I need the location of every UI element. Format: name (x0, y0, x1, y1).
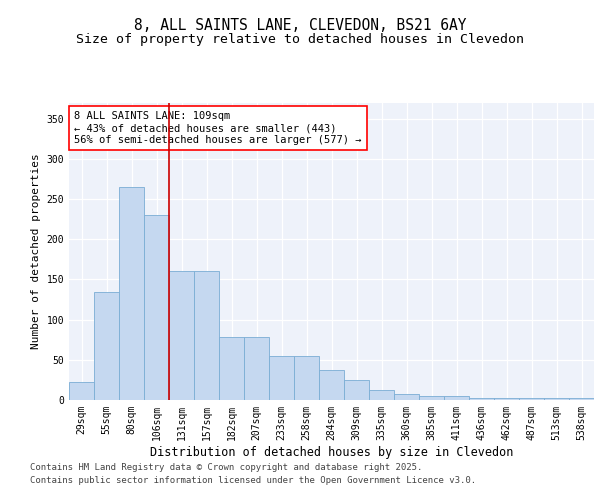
Text: Contains HM Land Registry data © Crown copyright and database right 2025.: Contains HM Land Registry data © Crown c… (30, 462, 422, 471)
Text: 8 ALL SAINTS LANE: 109sqm
← 43% of detached houses are smaller (443)
56% of semi: 8 ALL SAINTS LANE: 109sqm ← 43% of detac… (74, 112, 362, 144)
Bar (294, 356, 319, 400)
Text: Contains public sector information licensed under the Open Government Licence v3: Contains public sector information licen… (30, 476, 476, 485)
Bar (69, 382, 94, 400)
Bar (269, 356, 294, 400)
Bar (169, 272, 194, 400)
Bar (569, 398, 594, 400)
Bar (94, 292, 119, 400)
Bar (244, 338, 269, 400)
Bar (369, 390, 394, 400)
Bar (444, 396, 469, 400)
Bar (144, 215, 169, 400)
Bar (344, 380, 369, 400)
Bar (544, 398, 569, 400)
Bar (494, 398, 519, 400)
Bar (394, 394, 419, 400)
Bar (519, 398, 544, 400)
Bar (194, 272, 219, 400)
Bar (419, 396, 444, 400)
Text: Size of property relative to detached houses in Clevedon: Size of property relative to detached ho… (76, 32, 524, 46)
Bar (469, 398, 494, 400)
Y-axis label: Number of detached properties: Number of detached properties (31, 154, 41, 349)
Text: 8, ALL SAINTS LANE, CLEVEDON, BS21 6AY: 8, ALL SAINTS LANE, CLEVEDON, BS21 6AY (134, 18, 466, 32)
Bar (119, 187, 144, 400)
Bar (319, 370, 344, 400)
Bar (219, 338, 244, 400)
X-axis label: Distribution of detached houses by size in Clevedon: Distribution of detached houses by size … (150, 446, 513, 458)
